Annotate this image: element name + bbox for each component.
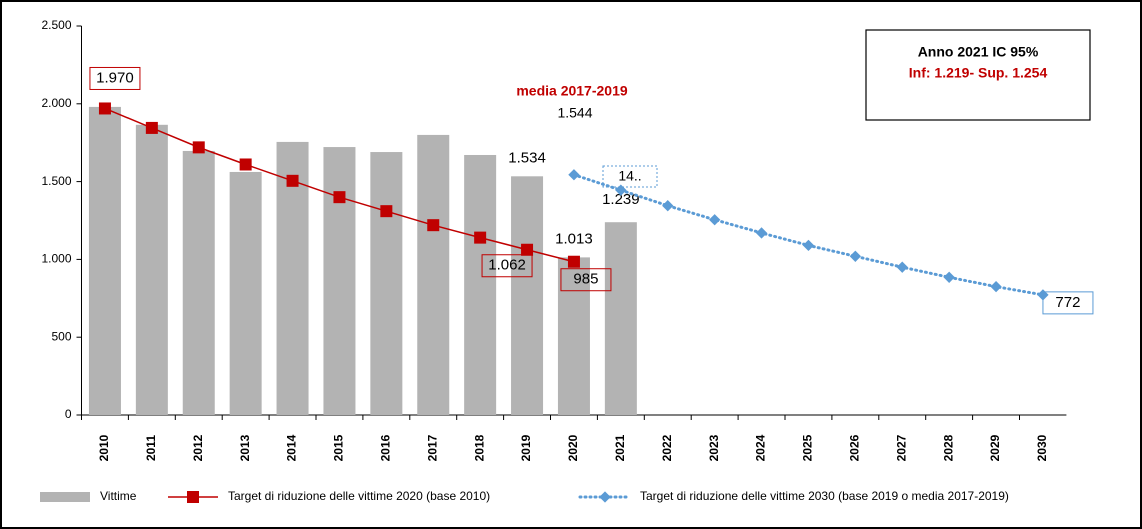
x-tick-label: 2020 bbox=[566, 434, 580, 461]
marker bbox=[286, 174, 299, 187]
annotation: media 2017-2019 bbox=[516, 83, 628, 99]
marker bbox=[427, 219, 440, 232]
x-tick-label: 2013 bbox=[238, 434, 252, 461]
bar bbox=[276, 141, 309, 415]
y-tick-label: 2.000 bbox=[41, 96, 71, 110]
marker bbox=[755, 227, 768, 239]
y-tick-label: 0 bbox=[65, 407, 72, 421]
label-box bbox=[481, 254, 533, 278]
label-box bbox=[560, 268, 612, 292]
legend-swatch bbox=[40, 492, 90, 502]
marker bbox=[708, 214, 721, 226]
marker bbox=[568, 169, 580, 181]
bar bbox=[182, 150, 215, 416]
x-tick-label: 2022 bbox=[660, 434, 674, 461]
x-tick-label: 2011 bbox=[144, 435, 158, 461]
y-tick-label: 2.500 bbox=[41, 18, 71, 32]
bar bbox=[604, 222, 637, 415]
bar bbox=[229, 171, 262, 415]
x-tick-label: 2019 bbox=[519, 434, 533, 461]
x-tick-label: 2014 bbox=[285, 434, 299, 461]
data-label: 1.534 bbox=[508, 149, 546, 166]
legend-swatch bbox=[599, 491, 611, 503]
marker bbox=[567, 255, 580, 268]
x-tick-label: 2015 bbox=[332, 434, 346, 461]
marker bbox=[896, 261, 908, 273]
marker bbox=[521, 243, 534, 256]
x-tick-label: 2010 bbox=[97, 434, 111, 461]
y-tick-label: 1.500 bbox=[41, 174, 71, 188]
data-label: 985 bbox=[573, 271, 598, 288]
bar bbox=[370, 152, 403, 415]
x-tick-label: 2027 bbox=[894, 434, 908, 461]
bar bbox=[88, 106, 121, 416]
x-tick-label: 2021 bbox=[613, 434, 627, 461]
x-tick-label: 2023 bbox=[707, 434, 721, 461]
y-tick-label: 500 bbox=[51, 329, 71, 343]
marker bbox=[192, 141, 205, 154]
data-label: 1.013 bbox=[555, 230, 593, 247]
bar bbox=[417, 134, 450, 416]
label-box bbox=[602, 165, 658, 188]
legend-label: Target di riduzione delle vittime 2020 (… bbox=[228, 489, 490, 503]
bar bbox=[135, 124, 168, 415]
marker bbox=[474, 231, 487, 244]
label-box bbox=[1042, 291, 1094, 315]
x-tick-label: 2017 bbox=[425, 434, 439, 461]
marker bbox=[380, 205, 393, 218]
legend-label: Target di riduzione delle vittime 2030 (… bbox=[640, 489, 1009, 503]
marker bbox=[615, 184, 627, 196]
annotation: 1.544 bbox=[557, 105, 592, 121]
x-tick-label: 2029 bbox=[988, 434, 1002, 461]
marker bbox=[802, 239, 815, 252]
y-tick-label: 1.000 bbox=[41, 252, 71, 266]
bar bbox=[511, 176, 544, 415]
info-box-title: Anno 2021 IC 95% bbox=[918, 44, 1039, 60]
marker bbox=[145, 121, 158, 134]
bar bbox=[557, 257, 590, 415]
x-tick-label: 2016 bbox=[379, 434, 393, 461]
bar bbox=[323, 147, 356, 415]
marker bbox=[239, 158, 252, 171]
marker bbox=[333, 191, 346, 204]
data-label: 1.239 bbox=[602, 191, 640, 208]
marker bbox=[98, 102, 111, 115]
data-label: 1.970 bbox=[96, 69, 134, 86]
info-box-text: Inf: 1.219- Sup. 1.254 bbox=[909, 65, 1048, 81]
legend-label: Vittime bbox=[100, 489, 137, 503]
marker bbox=[849, 250, 862, 262]
x-tick-label: 2028 bbox=[941, 434, 955, 461]
marker bbox=[943, 271, 955, 283]
marker bbox=[662, 200, 674, 212]
data-label: 772 bbox=[1055, 294, 1080, 311]
x-tick-label: 2012 bbox=[191, 434, 205, 461]
x-tick-label: 2025 bbox=[801, 434, 815, 461]
info-box bbox=[865, 29, 1091, 121]
x-tick-label: 2030 bbox=[1035, 434, 1049, 461]
label-box bbox=[89, 66, 141, 90]
annotation: 14.. bbox=[618, 168, 641, 184]
x-tick-label: 2024 bbox=[754, 434, 768, 461]
bar bbox=[464, 154, 497, 415]
x-tick-label: 2018 bbox=[472, 434, 486, 461]
marker bbox=[990, 280, 1002, 293]
data-label: 1.062 bbox=[488, 257, 526, 274]
legend-swatch bbox=[187, 491, 199, 503]
x-tick-label: 2026 bbox=[848, 434, 862, 461]
